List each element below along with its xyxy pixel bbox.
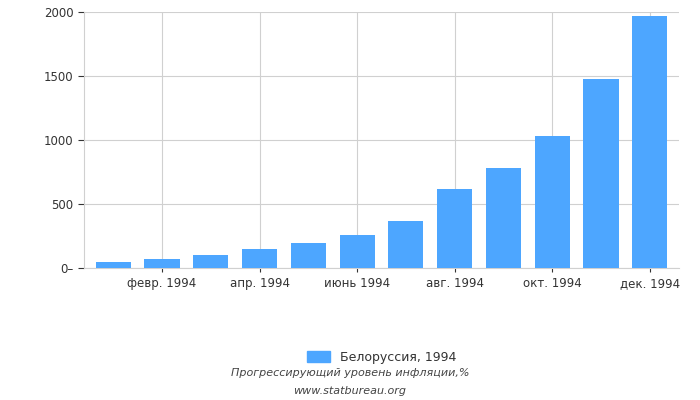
Text: www.statbureau.org: www.statbureau.org	[293, 386, 407, 396]
Bar	[340, 235, 374, 268]
Bar	[535, 136, 570, 268]
Bar	[632, 16, 667, 268]
Bar	[144, 259, 180, 268]
Bar	[486, 168, 521, 268]
Text: Прогрессирующий уровень инфляции,%: Прогрессирующий уровень инфляции,%	[231, 368, 469, 378]
Bar	[437, 189, 473, 268]
Bar	[242, 249, 277, 268]
Bar	[290, 243, 326, 268]
Bar	[583, 79, 619, 268]
Bar	[96, 262, 131, 268]
Legend: Белоруссия, 1994: Белоруссия, 1994	[302, 346, 461, 369]
Bar	[389, 221, 424, 268]
Bar	[193, 256, 228, 268]
